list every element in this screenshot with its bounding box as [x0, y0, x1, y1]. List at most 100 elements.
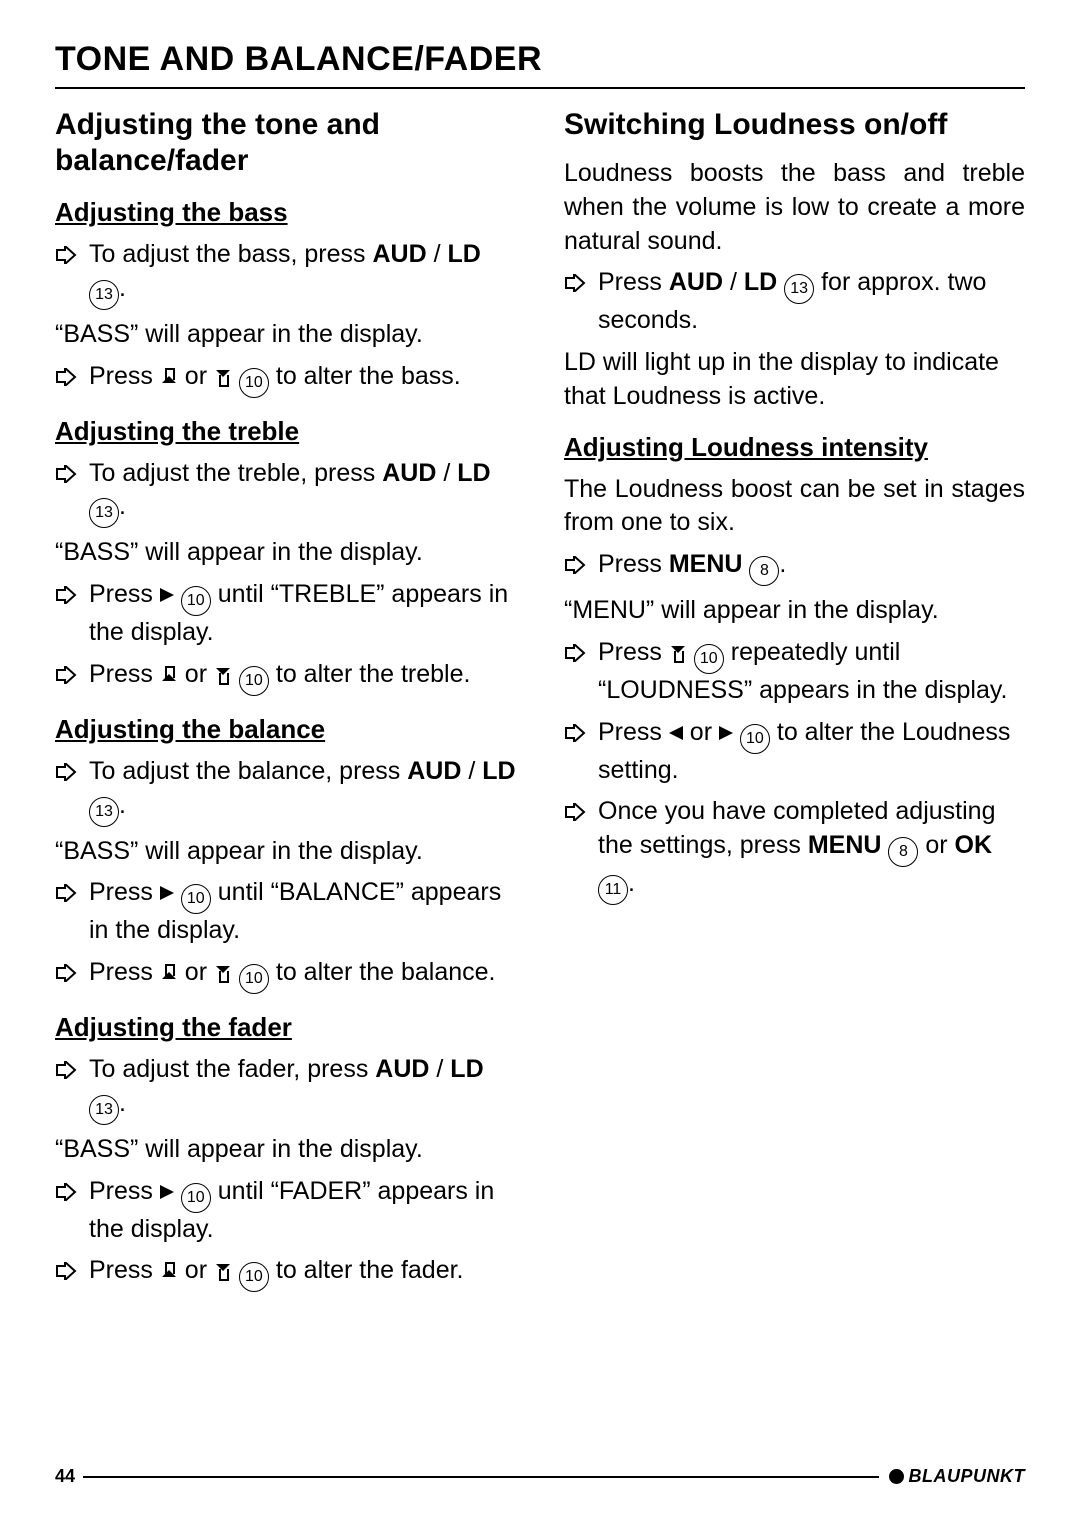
step-text: To adjust the bass, press AUD / LD 13. — [89, 238, 516, 310]
subsection-heading: Adjusting the treble — [55, 416, 516, 447]
arrow-left-icon — [669, 726, 683, 740]
ref-10: 10 — [694, 644, 724, 674]
step-text: To adjust the fader, press AUD / LD 13. — [89, 1053, 516, 1125]
rocker-up-icon — [160, 1262, 178, 1280]
step-text: Press 10 until “BALANCE” appears in the … — [89, 876, 516, 948]
ref-10: 10 — [181, 1183, 211, 1213]
step-text: Press or 10 to alter the Loudness settin… — [598, 716, 1025, 788]
step-text: Press or 10 to alter the bass. — [89, 360, 516, 398]
arrow-right-icon — [719, 726, 733, 740]
ref-13: 13 — [784, 274, 814, 304]
rocker-up-icon — [160, 964, 178, 982]
arrow-right-icon — [160, 588, 174, 602]
left-column: Adjusting the tone and balance/fader Adj… — [55, 107, 516, 1300]
ref-10: 10 — [181, 586, 211, 616]
step-arrow-icon — [55, 956, 89, 989]
step-arrow-icon — [55, 238, 89, 271]
ref-10: 10 — [239, 964, 269, 994]
body-text: Loudness boosts the bass and treble when… — [564, 157, 1025, 258]
ref-13: 13 — [89, 1095, 119, 1125]
body-text: “BASS” will appear in the display. — [55, 835, 516, 869]
arrow-right-icon — [160, 886, 174, 900]
instruction-step: Press 10 until “TREBLE” appears in the d… — [55, 578, 516, 650]
rocker-up-icon — [160, 666, 178, 684]
rocker-up-icon — [160, 368, 178, 386]
rocker-down-icon — [214, 666, 232, 684]
body-text: “BASS” will appear in the display. — [55, 536, 516, 570]
step-arrow-icon — [55, 360, 89, 393]
instruction-step: Press or 10 to alter the bass. — [55, 360, 516, 398]
step-arrow-icon — [55, 755, 89, 788]
rocker-down-icon — [669, 644, 687, 662]
instruction-step: Press or 10 to alter the balance. — [55, 956, 516, 994]
instruction-step: Once you have completed adjusting the se… — [564, 795, 1025, 905]
ref-13: 13 — [89, 498, 119, 528]
step-arrow-icon — [55, 457, 89, 490]
step-arrow-icon — [564, 716, 598, 749]
ref-13: 13 — [89, 280, 119, 310]
section-heading: Adjusting the tone and balance/fader — [55, 107, 516, 179]
ref-10: 10 — [239, 1262, 269, 1292]
step-text: Press MENU 8. — [598, 548, 1025, 586]
rocker-down-icon — [214, 964, 232, 982]
right-column: Switching Loudness on/off Loudness boost… — [564, 107, 1025, 1300]
body-text: “BASS” will appear in the display. — [55, 318, 516, 352]
arrow-right-icon — [160, 1185, 174, 1199]
instruction-step: Press 10 repeatedly until “LOUDNESS” app… — [564, 636, 1025, 708]
page-footer: 44 BLAUPUNKT — [55, 1466, 1025, 1487]
ref-10: 10 — [740, 724, 770, 754]
rocker-down-icon — [214, 1262, 232, 1280]
ref-10: 10 — [239, 666, 269, 696]
ref-8: 8 — [749, 556, 779, 586]
step-arrow-icon — [564, 795, 598, 828]
ref-13: 13 — [89, 797, 119, 827]
step-arrow-icon — [564, 636, 598, 669]
rocker-down-icon — [214, 368, 232, 386]
body-text: LD will light up in the display to indic… — [564, 346, 1025, 414]
body-text: The Loudness boost can be set in stages … — [564, 473, 1025, 541]
step-text: Press 10 until “TREBLE” appears in the d… — [89, 578, 516, 650]
page-number: 44 — [55, 1466, 83, 1487]
instruction-step: To adjust the treble, press AUD / LD 13. — [55, 457, 516, 529]
step-text: To adjust the treble, press AUD / LD 13. — [89, 457, 516, 529]
step-arrow-icon — [55, 1254, 89, 1287]
instruction-step: Press or 10 to alter the fader. — [55, 1254, 516, 1292]
step-text: Press 10 repeatedly until “LOUDNESS” app… — [598, 636, 1025, 708]
footer-rule — [83, 1476, 878, 1478]
step-arrow-icon — [564, 548, 598, 581]
ref-10: 10 — [181, 884, 211, 914]
brand-logo: BLAUPUNKT — [879, 1466, 1026, 1487]
subsection-heading: Adjusting the bass — [55, 197, 516, 228]
ref-8: 8 — [888, 837, 918, 867]
brand-name: BLAUPUNKT — [909, 1466, 1026, 1487]
step-text: Once you have completed adjusting the se… — [598, 795, 1025, 905]
step-text: Press AUD / LD 13 for approx. two second… — [598, 266, 1025, 338]
step-text: To adjust the balance, press AUD / LD 13… — [89, 755, 516, 827]
body-text: “BASS” will appear in the display. — [55, 1133, 516, 1167]
step-arrow-icon — [55, 578, 89, 611]
step-arrow-icon — [55, 1175, 89, 1208]
step-text: Press 10 until “FADER” appears in the di… — [89, 1175, 516, 1247]
step-text: Press or 10 to alter the treble. — [89, 658, 516, 696]
ref-10: 10 — [239, 368, 269, 398]
section-heading: Switching Loudness on/off — [564, 107, 1025, 143]
subsection-heading: Adjusting the fader — [55, 1012, 516, 1043]
instruction-step: Press 10 until “FADER” appears in the di… — [55, 1175, 516, 1247]
body-text: “MENU” will appear in the display. — [564, 594, 1025, 628]
step-text: Press or 10 to alter the balance. — [89, 956, 516, 994]
step-arrow-icon — [55, 1053, 89, 1086]
subsection-heading: Adjusting Loudness intensity — [564, 432, 1025, 463]
step-arrow-icon — [564, 266, 598, 299]
instruction-step: To adjust the bass, press AUD / LD 13. — [55, 238, 516, 310]
document-page: TONE AND BALANCE/FADER Adjusting the ton… — [0, 0, 1080, 1525]
step-arrow-icon — [55, 658, 89, 691]
instruction-step: Press MENU 8. — [564, 548, 1025, 586]
ref-11: 11 — [598, 875, 628, 905]
step-arrow-icon — [55, 876, 89, 909]
page-title: TONE AND BALANCE/FADER — [55, 40, 1025, 89]
instruction-step: Press 10 until “BALANCE” appears in the … — [55, 876, 516, 948]
instruction-step: Press or 10 to alter the treble. — [55, 658, 516, 696]
instruction-step: Press or 10 to alter the Loudness settin… — [564, 716, 1025, 788]
subsection-heading: Adjusting the balance — [55, 714, 516, 745]
step-text: Press or 10 to alter the fader. — [89, 1254, 516, 1292]
